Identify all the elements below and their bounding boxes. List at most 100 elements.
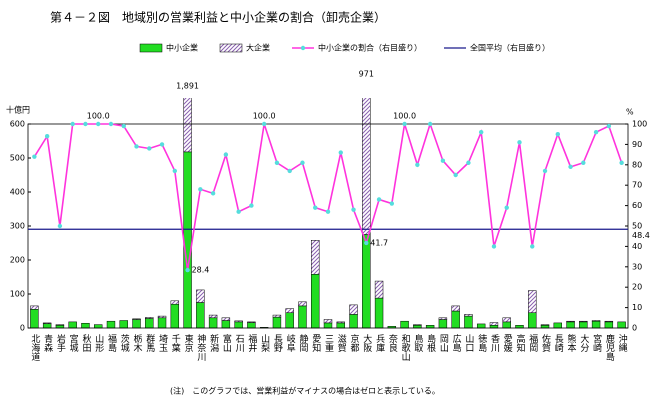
x-tick-label: 高知 xyxy=(514,333,525,353)
x-tick-label: 福井 xyxy=(246,333,256,353)
x-tick-label: 滋賀 xyxy=(336,333,347,353)
bar xyxy=(425,325,435,329)
legend-swatch xyxy=(219,43,243,53)
x-tick-label: 広島 xyxy=(451,333,462,353)
bar xyxy=(349,304,358,315)
x-tick-label: 栃木 xyxy=(132,333,143,353)
data-label: 28.4 xyxy=(192,266,210,275)
x-tick-label: 長崎 xyxy=(553,334,564,352)
ratio-marker xyxy=(338,150,343,155)
bar xyxy=(81,322,90,329)
bar xyxy=(145,318,154,329)
bar xyxy=(145,317,154,319)
ratio-marker xyxy=(415,162,420,167)
bar xyxy=(374,297,384,329)
bar xyxy=(413,325,422,329)
bar xyxy=(349,314,358,329)
ratio-marker xyxy=(210,191,216,196)
bar xyxy=(94,324,103,329)
bar xyxy=(30,309,39,329)
ratio-marker xyxy=(593,129,599,135)
data-label: 100.0 xyxy=(87,112,110,121)
ratio-marker xyxy=(134,144,139,149)
x-tick-label: 鹿児島 xyxy=(604,333,615,362)
x-tick-label: 山梨 xyxy=(259,334,270,353)
bar xyxy=(528,290,537,313)
x-tick-label: 茨城 xyxy=(119,333,130,353)
ratio-marker xyxy=(619,160,624,165)
y2-tick-label: 80 xyxy=(632,160,642,169)
y-tick-label: 200 xyxy=(10,256,25,265)
plot-frame xyxy=(27,123,629,329)
bar xyxy=(464,314,473,317)
ratio-marker xyxy=(287,168,292,174)
annotation: 971 xyxy=(359,70,374,79)
x-tick-label: 愛媛 xyxy=(502,333,512,353)
bar xyxy=(604,320,614,323)
bar xyxy=(451,305,460,312)
x-tick-label: 岩手 xyxy=(55,333,66,353)
ratio-marker xyxy=(555,132,560,137)
bar xyxy=(451,310,460,329)
bar xyxy=(579,321,588,329)
bar xyxy=(374,280,384,299)
ratio-marker xyxy=(300,160,305,165)
x-tick-label: 島根 xyxy=(425,333,436,353)
y-tick-label: 100 xyxy=(10,290,25,299)
y-tick-label: 400 xyxy=(10,188,25,197)
x-tick-label: 奈良 xyxy=(387,333,398,353)
ratio-marker xyxy=(83,121,88,127)
y-axis-label: 十億円 xyxy=(6,105,30,115)
bar xyxy=(528,312,537,329)
chart-title: 第４－２図 地域別の営業利益と中小企業の割合（卸売企業） xyxy=(50,10,386,25)
ratio-marker xyxy=(185,267,190,273)
bar xyxy=(502,317,511,323)
ratio-marker xyxy=(427,121,433,127)
ratio-marker xyxy=(517,140,522,145)
y2-tick-label: 0 xyxy=(632,324,637,333)
ratio-marker xyxy=(108,121,114,127)
bar xyxy=(68,321,77,329)
plot-area xyxy=(30,98,626,329)
x-tick-label: 新潟 xyxy=(208,333,219,353)
bar xyxy=(617,321,626,329)
ratio-marker xyxy=(440,158,446,163)
x-tick-label: 山形 xyxy=(93,334,104,353)
ratio-marker xyxy=(478,129,484,135)
ratio-marker xyxy=(504,205,509,210)
y2-tick-label: 100 xyxy=(632,120,647,129)
y2-tick-label: 50 xyxy=(632,222,642,231)
bar xyxy=(285,308,294,313)
x-tick-label: 東京 xyxy=(183,333,194,353)
legend-label: 中小企業の割合（右目盛り） xyxy=(318,43,422,53)
ratio-marker xyxy=(57,223,63,229)
bar xyxy=(234,320,243,323)
bar xyxy=(591,320,601,329)
y2-axis-label: % xyxy=(626,108,634,117)
ratio-marker xyxy=(121,123,126,129)
bar xyxy=(157,315,167,319)
bar xyxy=(298,301,307,307)
data-label: 100.0 xyxy=(253,112,276,121)
bar xyxy=(42,323,52,329)
bar xyxy=(272,316,282,329)
ratio-marker xyxy=(402,121,407,127)
ratio-marker xyxy=(364,240,369,246)
legend-label: 大企業 xyxy=(246,43,270,53)
bar xyxy=(106,320,116,329)
x-tick-label: 宮城 xyxy=(68,333,79,353)
x-tick-label: 徳島 xyxy=(476,333,487,353)
ratio-marker xyxy=(172,168,178,174)
x-tick-label: 鳥取 xyxy=(412,333,423,353)
y2-tick-label: 90 xyxy=(632,140,642,149)
y-tick-label: 600 xyxy=(10,120,25,129)
ratio-marker xyxy=(147,146,152,151)
bar xyxy=(272,314,282,318)
bar xyxy=(42,322,52,324)
bar xyxy=(400,320,409,329)
y2-tick-label: 10 xyxy=(632,303,642,312)
ratio-marker xyxy=(568,164,573,170)
legend-swatch xyxy=(139,43,163,53)
ratio-marker xyxy=(542,168,548,174)
